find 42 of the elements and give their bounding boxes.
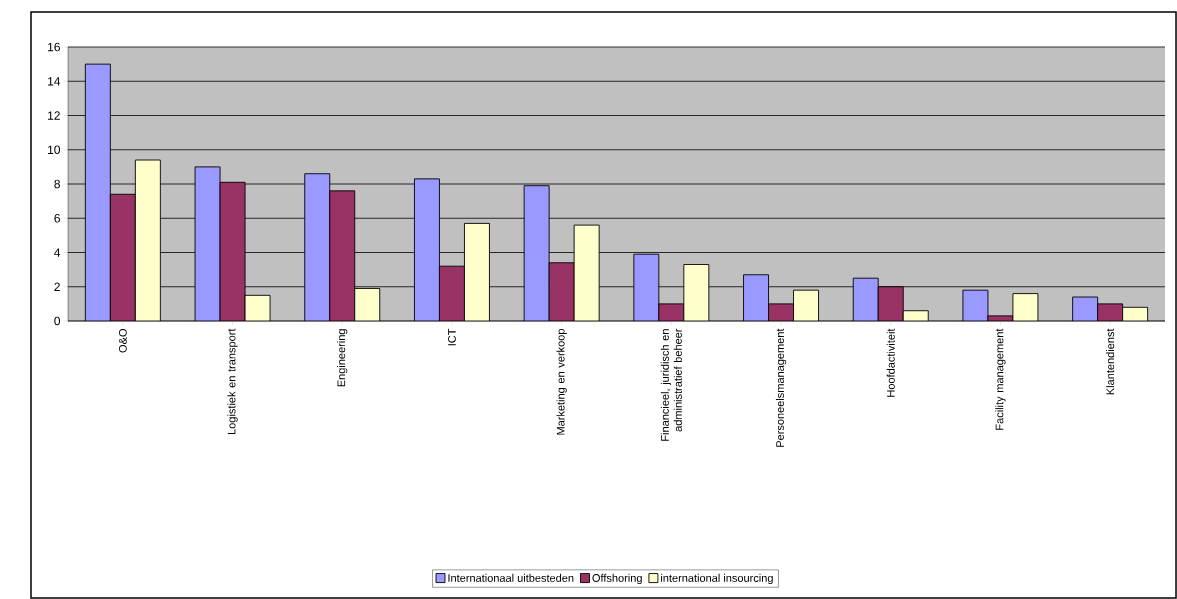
x-tick-label: Klantendienst [1106, 328, 1115, 395]
bar [219, 181, 246, 322]
x-tick-label: Engineering [337, 329, 348, 387]
y-tick-label: 12 [48, 111, 60, 120]
y-tick-label: 8 [54, 179, 60, 189]
bar [793, 289, 819, 322]
bar [438, 265, 465, 322]
y-tick-label: 10 [48, 145, 61, 155]
x-tick-label: ICT [448, 328, 456, 346]
bar [633, 253, 660, 322]
legend-label: Internationaal uitbesteden [448, 573, 574, 582]
bar [877, 286, 904, 322]
y-tick-label: 16 [48, 42, 60, 52]
y-tick-label: 0 [54, 316, 61, 326]
bar [683, 264, 710, 322]
bar [548, 262, 575, 322]
x-tick-label: O&O [118, 329, 127, 353]
x-tick-label: Marketing en verkoop [556, 329, 567, 435]
y-tick-label: 4 [54, 248, 61, 257]
bar [852, 277, 879, 322]
bar [523, 185, 550, 322]
bar [84, 63, 111, 322]
bar [194, 166, 221, 322]
bar [463, 222, 490, 322]
bar [573, 224, 600, 322]
legend-label: Offshoring [592, 573, 642, 585]
bar [354, 288, 381, 322]
bar [329, 190, 356, 322]
x-tick-label: Logistiek en transport [227, 328, 238, 435]
bar [743, 274, 769, 322]
bar [304, 173, 331, 322]
bar [109, 193, 136, 322]
x-tick-label: Personeelsmanagement [775, 328, 787, 447]
x-tick-label: Financieel, juridisch en administratief beheer [660, 328, 682, 441]
bar [413, 178, 440, 322]
bar [134, 159, 161, 322]
y-tick-label: 6 [54, 214, 60, 223]
y-tick-label: 2 [54, 282, 60, 291]
y-tick-label: 14 [48, 77, 61, 86]
legend-label: international insourcing [661, 573, 773, 585]
x-tick-label: Hoofdactiviteit [886, 328, 895, 397]
x-tick-label: Facility management [995, 328, 1006, 430]
